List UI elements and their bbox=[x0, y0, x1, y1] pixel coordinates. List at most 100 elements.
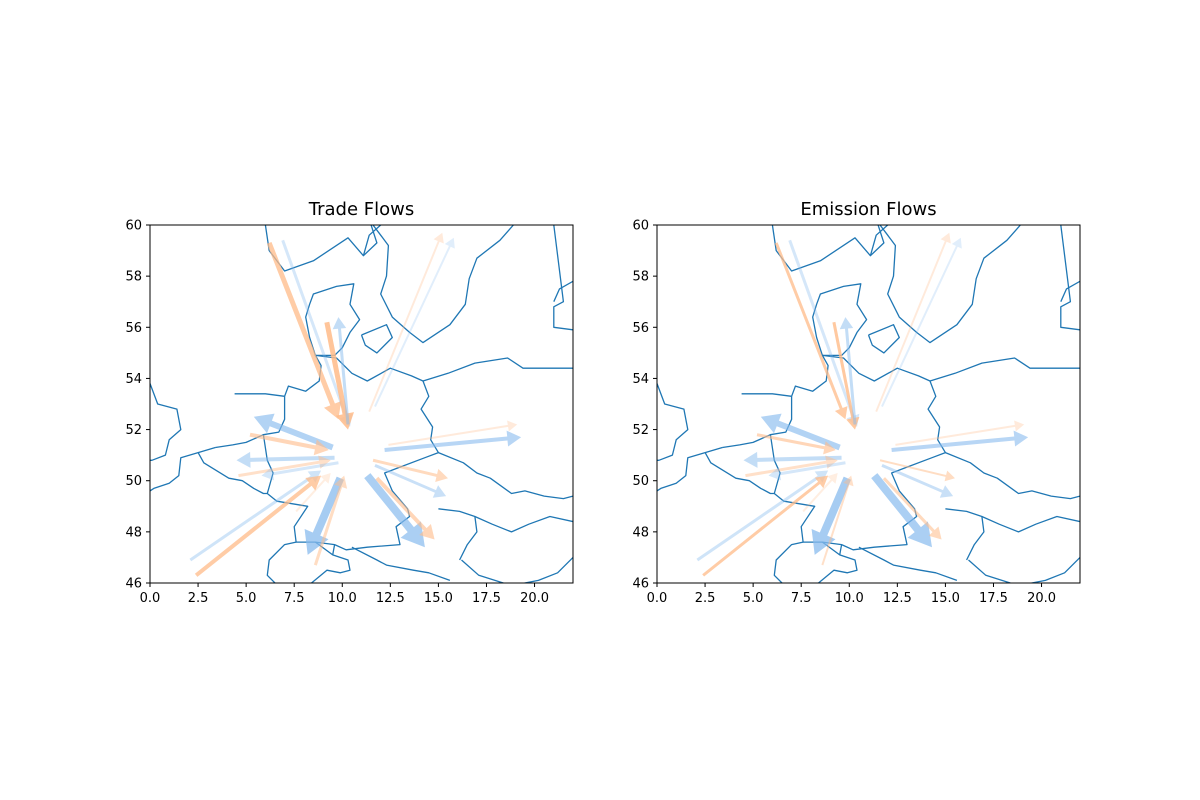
country-border bbox=[461, 556, 573, 583]
flow-arrow bbox=[324, 321, 354, 430]
country-border bbox=[422, 357, 573, 382]
x-tick-label: 5.0 bbox=[743, 591, 764, 606]
country-border bbox=[332, 544, 336, 556]
country-border bbox=[722, 434, 771, 449]
country-border bbox=[741, 393, 792, 397]
flow-arrow bbox=[374, 237, 455, 407]
country-border bbox=[769, 380, 947, 551]
flow-arrow bbox=[261, 461, 339, 481]
country-borders bbox=[657, 225, 1080, 583]
x-tick-label: 7.5 bbox=[791, 591, 812, 606]
flow-arrow bbox=[295, 473, 331, 513]
axes-frame bbox=[149, 224, 574, 584]
y-tick-label: 50 bbox=[125, 474, 142, 489]
y-tick-label: 58 bbox=[632, 270, 649, 285]
country-border bbox=[360, 324, 393, 354]
axes-frame bbox=[656, 224, 1081, 584]
y-tick-label: 52 bbox=[632, 423, 649, 438]
flow-arrow bbox=[756, 433, 836, 455]
country-border bbox=[362, 225, 382, 256]
flow-arrow bbox=[332, 317, 350, 425]
flow-arrow bbox=[881, 237, 962, 407]
y-tick-label: 48 bbox=[632, 525, 649, 540]
flow-arrow bbox=[313, 475, 348, 566]
country-border bbox=[657, 383, 689, 461]
flow-arrow bbox=[811, 476, 851, 555]
flow-arrow bbox=[388, 420, 518, 446]
y-tick-label: 50 bbox=[632, 474, 649, 489]
country-border bbox=[968, 556, 1080, 583]
country-border bbox=[308, 541, 351, 583]
country-border bbox=[264, 225, 378, 272]
country-border bbox=[553, 280, 573, 302]
panel-title-trade: Trade Flows bbox=[308, 199, 414, 220]
flow-arrow bbox=[839, 317, 857, 425]
country-border bbox=[234, 393, 285, 397]
country-borders bbox=[150, 225, 573, 583]
country-border bbox=[858, 546, 958, 582]
flow-arrow bbox=[821, 475, 854, 566]
x-tick-label: 0.0 bbox=[647, 591, 668, 606]
x-tick-label: 17.5 bbox=[472, 591, 501, 606]
flow-arrow bbox=[875, 232, 951, 412]
country-border bbox=[283, 354, 424, 397]
country-border bbox=[1060, 280, 1080, 302]
country-border bbox=[197, 452, 268, 495]
y-tick-label: 54 bbox=[125, 372, 142, 387]
map-content bbox=[150, 225, 573, 583]
y-tick-label: 52 bbox=[125, 423, 142, 438]
y-tick-label: 46 bbox=[632, 577, 649, 592]
flow-arrow bbox=[895, 420, 1025, 446]
x-tick-label: 5.0 bbox=[236, 591, 257, 606]
flow-arrow bbox=[238, 455, 331, 478]
country-border bbox=[1060, 225, 1080, 331]
country-border bbox=[981, 515, 1080, 533]
country-border bbox=[438, 508, 478, 561]
country-border bbox=[839, 544, 843, 556]
flow-arrow bbox=[702, 475, 829, 577]
country-border bbox=[815, 541, 858, 583]
x-tick-label: 10.0 bbox=[835, 591, 864, 606]
map-axes: 0.0 2.5 5.0 7.5 10.0 12.5 15.0 17.5 20.0 46 48 50 52… bbox=[632, 219, 1081, 606]
panel-trade-flows: Trade Flows 0.0 2.5 5.0 7.5 10.0 12.5 15.0 17.5… bbox=[125, 199, 574, 606]
country-border bbox=[553, 225, 573, 331]
x-tick-label: 2.5 bbox=[188, 591, 209, 606]
x-tick-label: 2.5 bbox=[695, 591, 716, 606]
flow-arrow bbox=[384, 430, 522, 452]
y-tick-label: 54 bbox=[632, 372, 649, 387]
flow-arrow bbox=[375, 476, 435, 540]
x-tick-label: 12.5 bbox=[883, 591, 912, 606]
panel-title-emission: Emission Flows bbox=[800, 199, 936, 220]
country-border bbox=[704, 452, 775, 495]
flow-arrow bbox=[189, 470, 322, 562]
map-axes: 0.0 2.5 5.0 7.5 10.0 12.5 15.0 17.5 20.0 46 48 50 52… bbox=[125, 219, 574, 606]
flow-arrow bbox=[879, 459, 955, 482]
y-tick-label: 60 bbox=[125, 219, 142, 234]
country-border bbox=[150, 446, 216, 492]
country-border bbox=[351, 546, 451, 582]
x-tick-label: 15.0 bbox=[424, 591, 453, 606]
flow-arrow bbox=[281, 239, 353, 427]
x-tick-label: 10.0 bbox=[328, 591, 357, 606]
y-tick-label: 48 bbox=[125, 525, 142, 540]
y-tick-label: 60 bbox=[632, 219, 649, 234]
country-border bbox=[945, 451, 1080, 500]
country-border bbox=[790, 354, 931, 397]
country-border bbox=[215, 434, 264, 449]
flow-arrow bbox=[249, 432, 329, 456]
flow-arrow bbox=[194, 475, 322, 577]
y-tick-label: 56 bbox=[125, 321, 142, 336]
y-tick-label: 58 bbox=[125, 270, 142, 285]
flow-arrow bbox=[236, 451, 335, 468]
country-border bbox=[262, 380, 440, 551]
flow-arrow bbox=[768, 461, 846, 481]
country-border bbox=[474, 515, 573, 533]
country-border bbox=[657, 446, 723, 492]
flow-arrow bbox=[802, 473, 838, 513]
flow-arrow bbox=[745, 455, 838, 478]
country-border bbox=[771, 225, 885, 272]
panel-emission-flows: Emission Flows 0.0 2.5 5.0 7.5 10.0 12.5 15.0 1… bbox=[632, 199, 1081, 606]
country-border bbox=[869, 225, 889, 256]
country-border bbox=[929, 357, 1080, 382]
country-border bbox=[305, 283, 361, 357]
